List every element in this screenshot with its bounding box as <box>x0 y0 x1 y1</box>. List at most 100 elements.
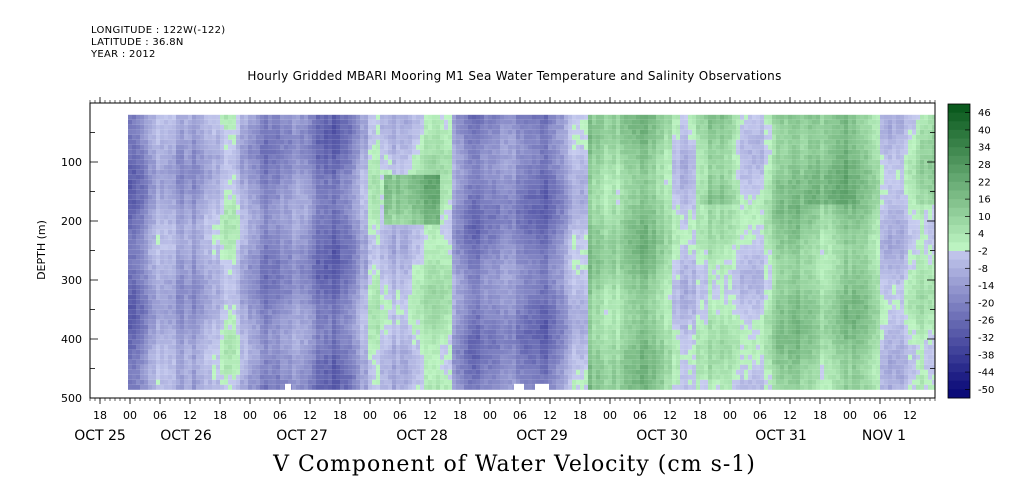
heatmap-cell <box>320 344 324 350</box>
heatmap-cell <box>140 349 144 355</box>
heatmap-cell <box>228 169 232 175</box>
heatmap-cell <box>472 194 476 200</box>
heatmap-cell <box>392 224 396 230</box>
heatmap-cell <box>256 154 260 160</box>
heatmap-cell <box>308 219 312 225</box>
heatmap-cell <box>324 219 328 225</box>
heatmap-cell <box>472 169 476 175</box>
heatmap-cell <box>432 289 436 295</box>
heatmap-cell <box>184 224 188 230</box>
heatmap-cell <box>288 139 292 145</box>
heatmap-cell <box>160 169 164 175</box>
heatmap-cell <box>224 294 228 300</box>
heatmap-cell <box>464 359 468 365</box>
heatmap-cell <box>200 219 204 225</box>
heatmap-cell <box>212 209 216 215</box>
heatmap-cell <box>368 279 372 285</box>
heatmap-cell <box>396 274 400 280</box>
heatmap-cell <box>132 159 136 165</box>
heatmap-cell <box>436 204 440 210</box>
heatmap-cell <box>180 124 184 130</box>
heatmap-cell <box>180 169 184 175</box>
heatmap-cell <box>448 339 452 345</box>
heatmap-cell <box>168 189 172 195</box>
heatmap-cell <box>408 309 412 315</box>
heatmap-cell <box>156 139 160 145</box>
heatmap-cell <box>180 284 184 290</box>
heatmap-cell <box>304 244 308 250</box>
heatmap-cell <box>224 214 228 220</box>
heatmap-cell <box>220 209 224 215</box>
heatmap-cell <box>460 289 464 295</box>
heatmap-cell <box>300 209 304 215</box>
heatmap-cell <box>288 284 292 290</box>
heatmap-cell <box>472 214 476 220</box>
heatmap-cell <box>280 284 284 290</box>
heatmap-cell <box>304 364 308 370</box>
heatmap-cell <box>424 124 428 130</box>
heatmap-cell <box>148 249 152 255</box>
heatmap-cell <box>200 284 204 290</box>
heatmap-cell <box>152 144 156 150</box>
heatmap-cell <box>268 129 272 135</box>
heatmap-cell <box>380 384 384 390</box>
heatmap-cell <box>220 169 224 175</box>
heatmap-cell <box>148 299 152 305</box>
heatmap-cell <box>348 294 352 300</box>
heatmap-cell <box>256 164 260 170</box>
heatmap-cell <box>276 219 280 225</box>
heatmap-cell <box>316 184 320 190</box>
heatmap-cell <box>128 239 132 245</box>
heatmap-cell <box>304 174 308 180</box>
heatmap-cell <box>408 134 412 140</box>
heatmap-cell <box>380 219 384 225</box>
heatmap-cell <box>480 149 484 155</box>
heatmap-cell <box>280 359 284 365</box>
heatmap-cell <box>284 299 288 305</box>
heatmap-cell <box>424 159 428 165</box>
heatmap-cell <box>464 119 468 125</box>
heatmap-cell <box>208 224 212 230</box>
heatmap-cell <box>448 139 452 145</box>
heatmap-cell <box>296 314 300 320</box>
heatmap-cell <box>252 369 256 375</box>
heatmap-cell <box>464 134 468 140</box>
heatmap-cell <box>236 379 240 385</box>
heatmap-cell <box>176 384 180 390</box>
heatmap-cell <box>432 339 436 345</box>
heatmap-cell <box>164 239 168 245</box>
heatmap-cell <box>416 244 420 250</box>
heatmap-cell <box>128 204 132 210</box>
heatmap-cell <box>440 119 444 125</box>
heatmap-cell <box>292 144 296 150</box>
heatmap-cell <box>464 174 468 180</box>
heatmap-cell <box>252 189 256 195</box>
heatmap-cell <box>476 189 480 195</box>
heatmap-cell <box>404 289 408 295</box>
heatmap-cell <box>200 139 204 145</box>
heatmap-cell <box>240 199 244 205</box>
heatmap-cell <box>196 219 200 225</box>
heatmap-cell <box>396 159 400 165</box>
heatmap-cell <box>472 249 476 255</box>
heatmap-cell <box>420 189 424 195</box>
heatmap-cell <box>208 194 212 200</box>
heatmap-cell <box>348 369 352 375</box>
heatmap-cell <box>152 159 156 165</box>
heatmap-cell <box>380 374 384 380</box>
heatmap-cell <box>364 384 368 390</box>
heatmap-cell <box>400 134 404 140</box>
heatmap-cell <box>392 154 396 160</box>
heatmap-cell <box>276 224 280 230</box>
heatmap-cell <box>408 119 412 125</box>
heatmap-cell <box>220 354 224 360</box>
heatmap-cell <box>128 274 132 280</box>
heatmap-cell <box>192 379 196 385</box>
heatmap-cell <box>488 239 492 245</box>
heatmap-cell <box>356 279 360 285</box>
heatmap-cell <box>300 264 304 270</box>
heatmap-cell <box>412 309 416 315</box>
heatmap-cell <box>192 249 196 255</box>
heatmap-cell <box>224 249 228 255</box>
heatmap-cell <box>320 259 324 265</box>
